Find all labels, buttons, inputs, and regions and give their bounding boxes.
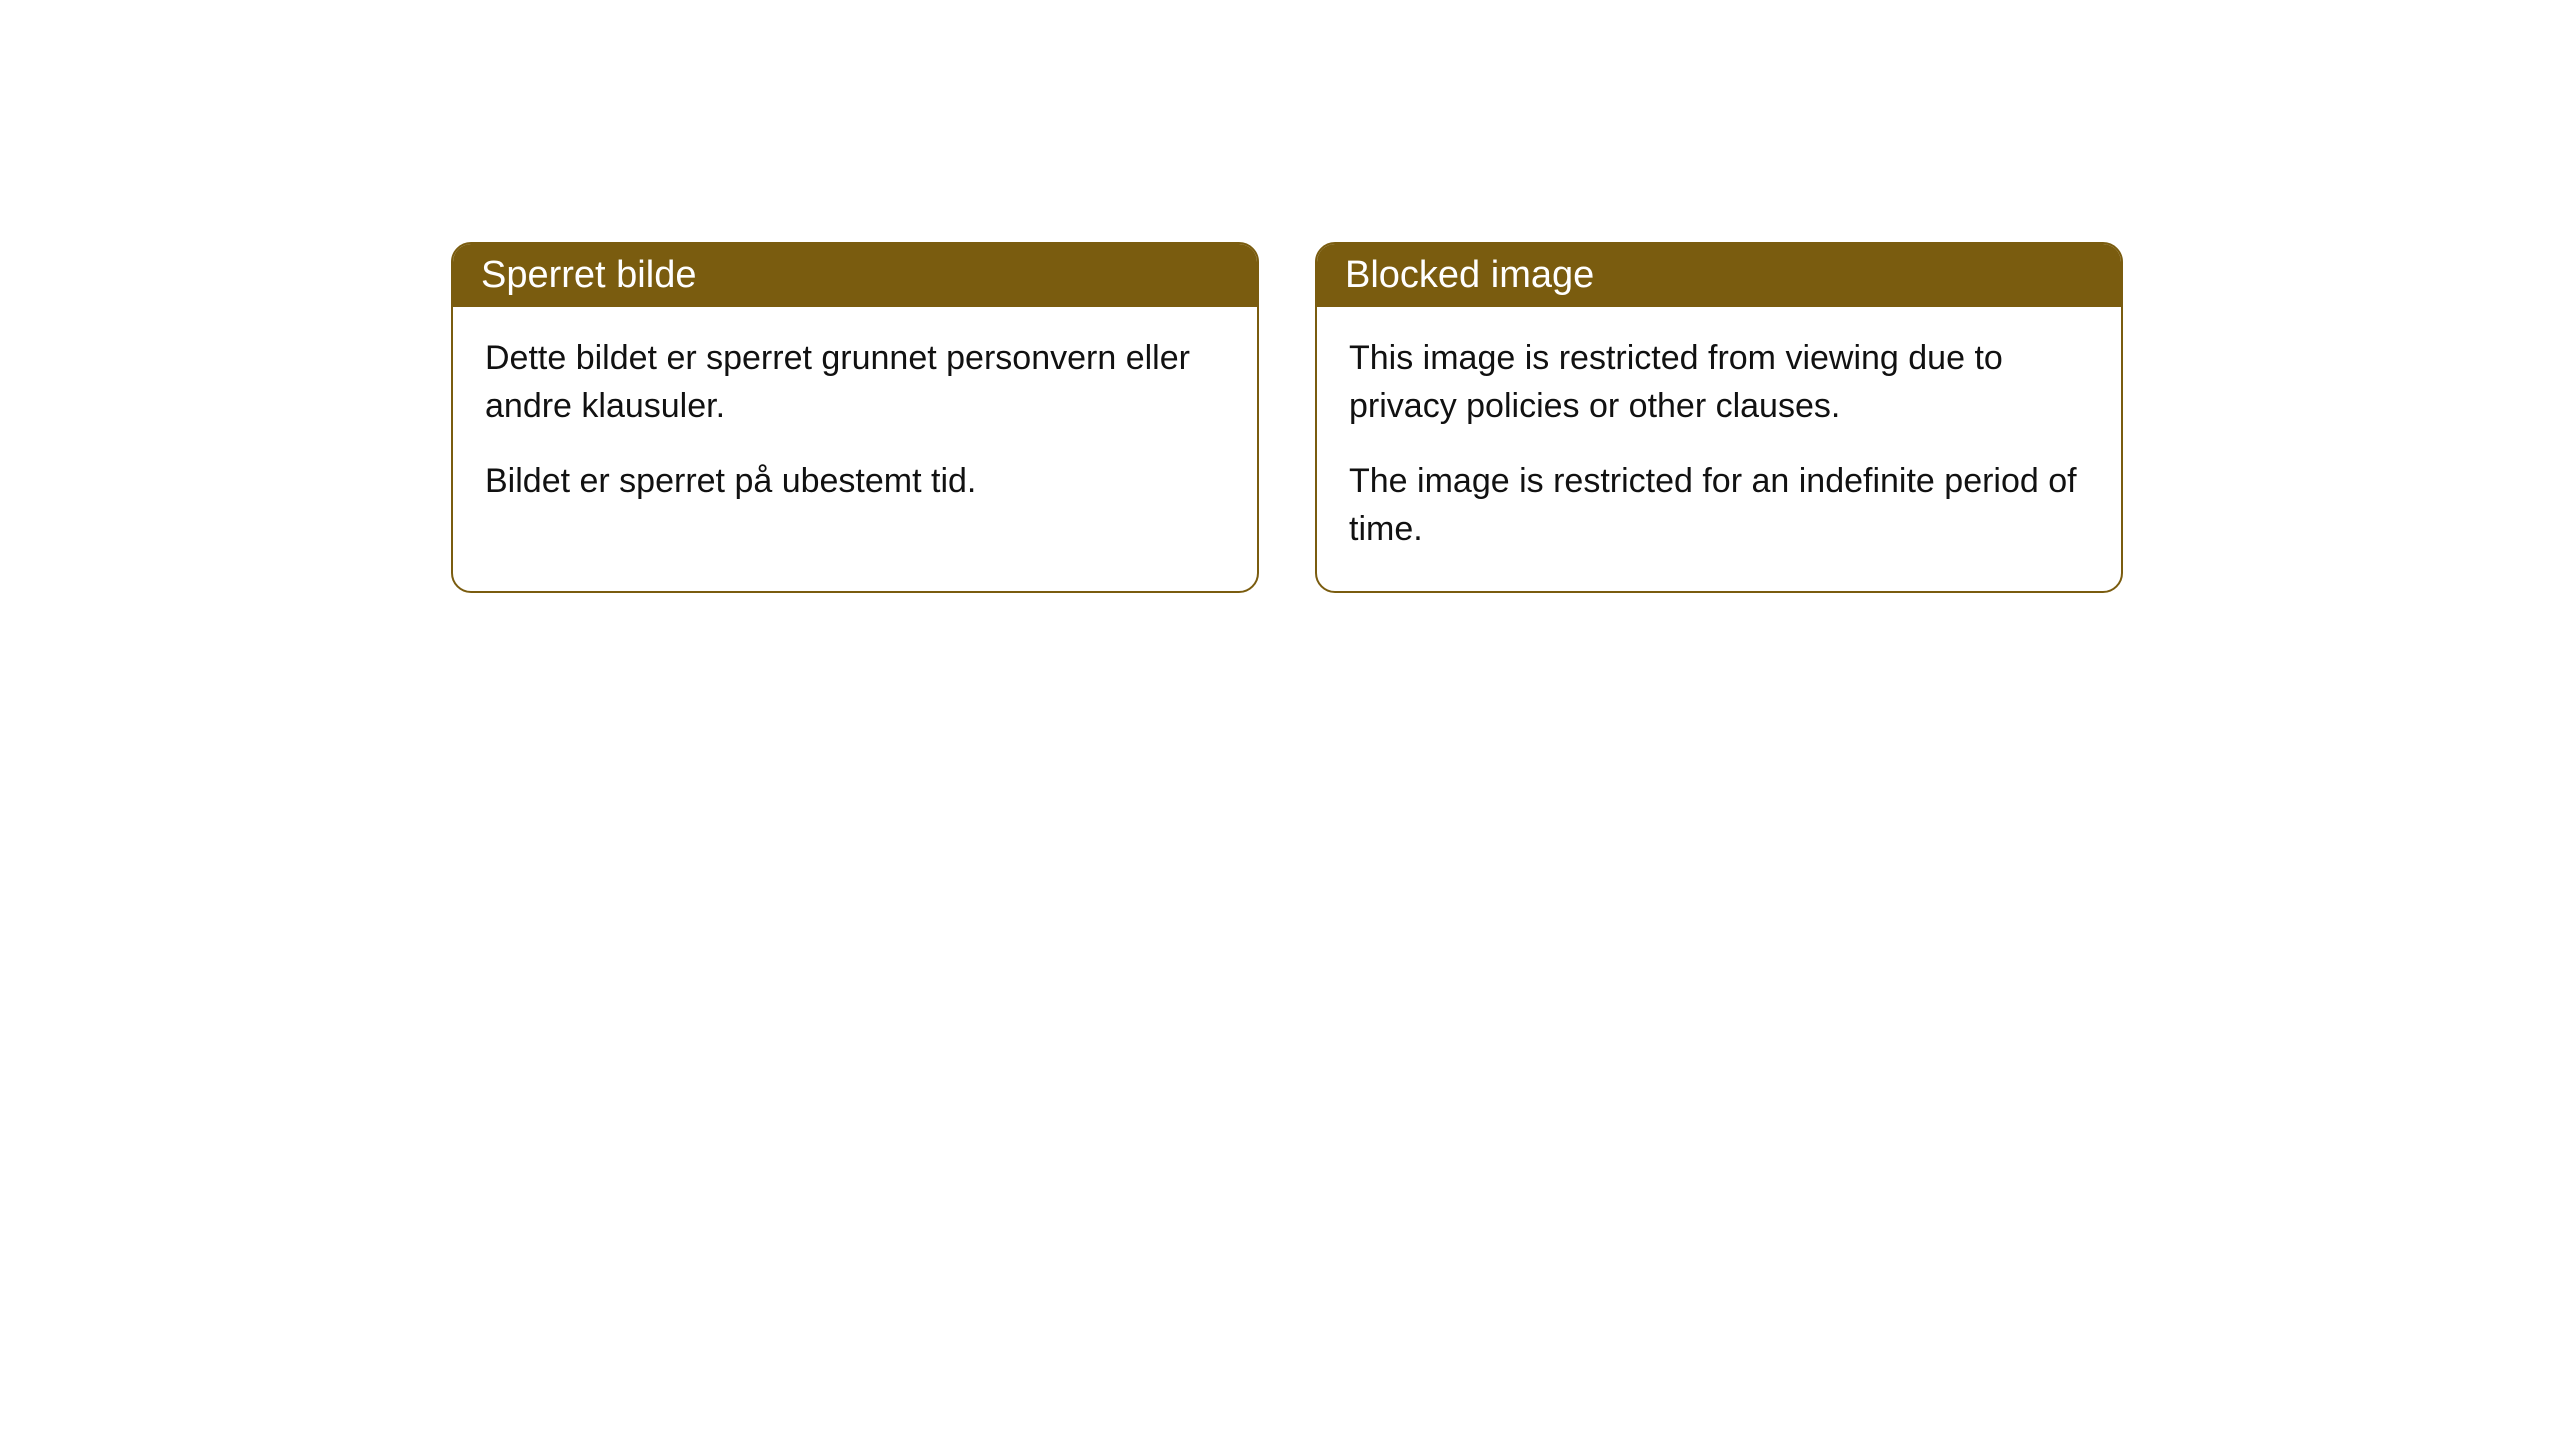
card-paragraph: Bildet er sperret på ubestemt tid.: [485, 458, 1225, 506]
blocked-image-card-norwegian: Sperret bilde Dette bildet er sperret gr…: [451, 242, 1259, 593]
card-paragraph: This image is restricted from viewing du…: [1349, 335, 2089, 430]
card-header: Blocked image: [1317, 244, 2121, 307]
card-title: Sperret bilde: [481, 254, 696, 296]
blocked-image-card-english: Blocked image This image is restricted f…: [1315, 242, 2123, 593]
card-body: Dette bildet er sperret grunnet personve…: [453, 307, 1257, 544]
card-paragraph: The image is restricted for an indefinit…: [1349, 458, 2089, 553]
card-paragraph: Dette bildet er sperret grunnet personve…: [485, 335, 1225, 430]
card-body: This image is restricted from viewing du…: [1317, 307, 2121, 591]
card-title: Blocked image: [1345, 254, 1594, 296]
card-header: Sperret bilde: [453, 244, 1257, 307]
notice-cards-container: Sperret bilde Dette bildet er sperret gr…: [451, 242, 2123, 593]
